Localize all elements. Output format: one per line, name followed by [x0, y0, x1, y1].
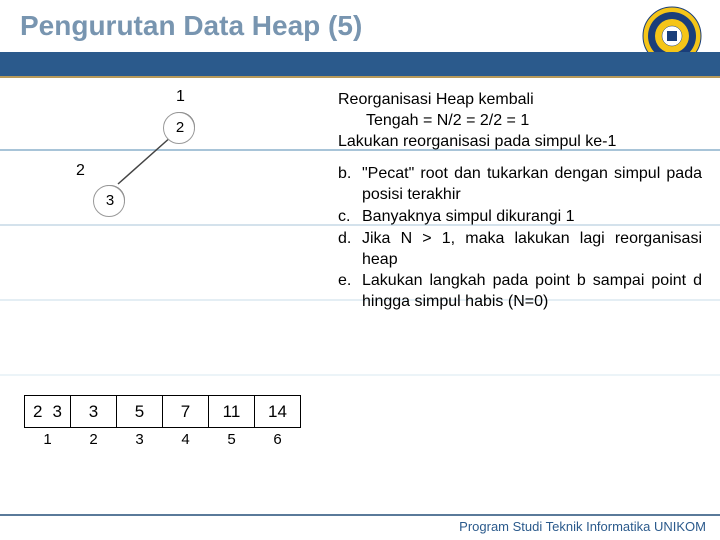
- footer-line: [0, 514, 720, 516]
- explanation-text: Reorganisasi Heap kembali Tengah = N/2 =…: [338, 90, 702, 314]
- heap-array-table: 2 3 3 5 7 11 14 1 2 3 4 5 6: [24, 395, 301, 452]
- table-cell: 3: [71, 396, 117, 428]
- header-band: [0, 52, 720, 78]
- tree-node-child: 3: [95, 185, 125, 215]
- tree-index-2: 2: [76, 162, 85, 180]
- table-cell: 5: [117, 396, 163, 428]
- content-area: 1 2 2 3 Reorganisasi Heap kembali Tengah…: [0, 90, 720, 510]
- footer-text: Program Studi Teknik Informatika UNIKOM: [459, 519, 706, 534]
- point-b: b. "Pecat" root dan tukarkan dengan simp…: [338, 164, 702, 206]
- explain-line: Reorganisasi Heap kembali: [338, 90, 702, 111]
- explain-line: Lakukan reorganisasi pada simpul ke-1: [338, 132, 702, 153]
- table-cell: 14: [255, 396, 301, 428]
- tree-index-1: 1: [176, 88, 185, 106]
- table-row: 2 3 3 5 7 11 14: [25, 396, 301, 428]
- table-cell: 11: [209, 396, 255, 428]
- title-bar: Pengurutan Data Heap (5): [0, 0, 720, 48]
- index-cell: 4: [163, 428, 209, 452]
- tree-node-root: 2: [165, 112, 195, 142]
- node-value: 3: [106, 192, 114, 209]
- page-title: Pengurutan Data Heap (5): [20, 10, 700, 42]
- point-d: d. Jika N > 1, maka lakukan lagi reorgan…: [338, 229, 702, 271]
- table-cell: 2 3: [25, 396, 71, 428]
- index-cell: 6: [255, 428, 301, 452]
- index-cell: 3: [117, 428, 163, 452]
- explanation-block-1: Reorganisasi Heap kembali Tengah = N/2 =…: [338, 90, 702, 152]
- cell-overlay: 3: [53, 402, 62, 422]
- heap-tree-diagram: 1 2 2 3: [40, 90, 320, 330]
- node-value: 2: [176, 119, 184, 136]
- table-index-row: 1 2 3 4 5 6: [25, 428, 301, 452]
- cell-value: 2: [33, 402, 42, 422]
- point-e: e. Lakukan langkah pada point b sampai p…: [338, 271, 702, 313]
- point-c: c. Banyaknya simpul dikurangi 1: [338, 207, 702, 228]
- index-cell: 2: [71, 428, 117, 452]
- explanation-points: b. "Pecat" root dan tukarkan dengan simp…: [338, 164, 702, 313]
- table-cell: 7: [163, 396, 209, 428]
- index-cell: 1: [25, 428, 71, 452]
- index-cell: 5: [209, 428, 255, 452]
- explain-line: Tengah = N/2 = 2/2 = 1: [338, 111, 702, 132]
- data-table: 2 3 3 5 7 11 14 1 2 3 4 5 6: [24, 395, 301, 452]
